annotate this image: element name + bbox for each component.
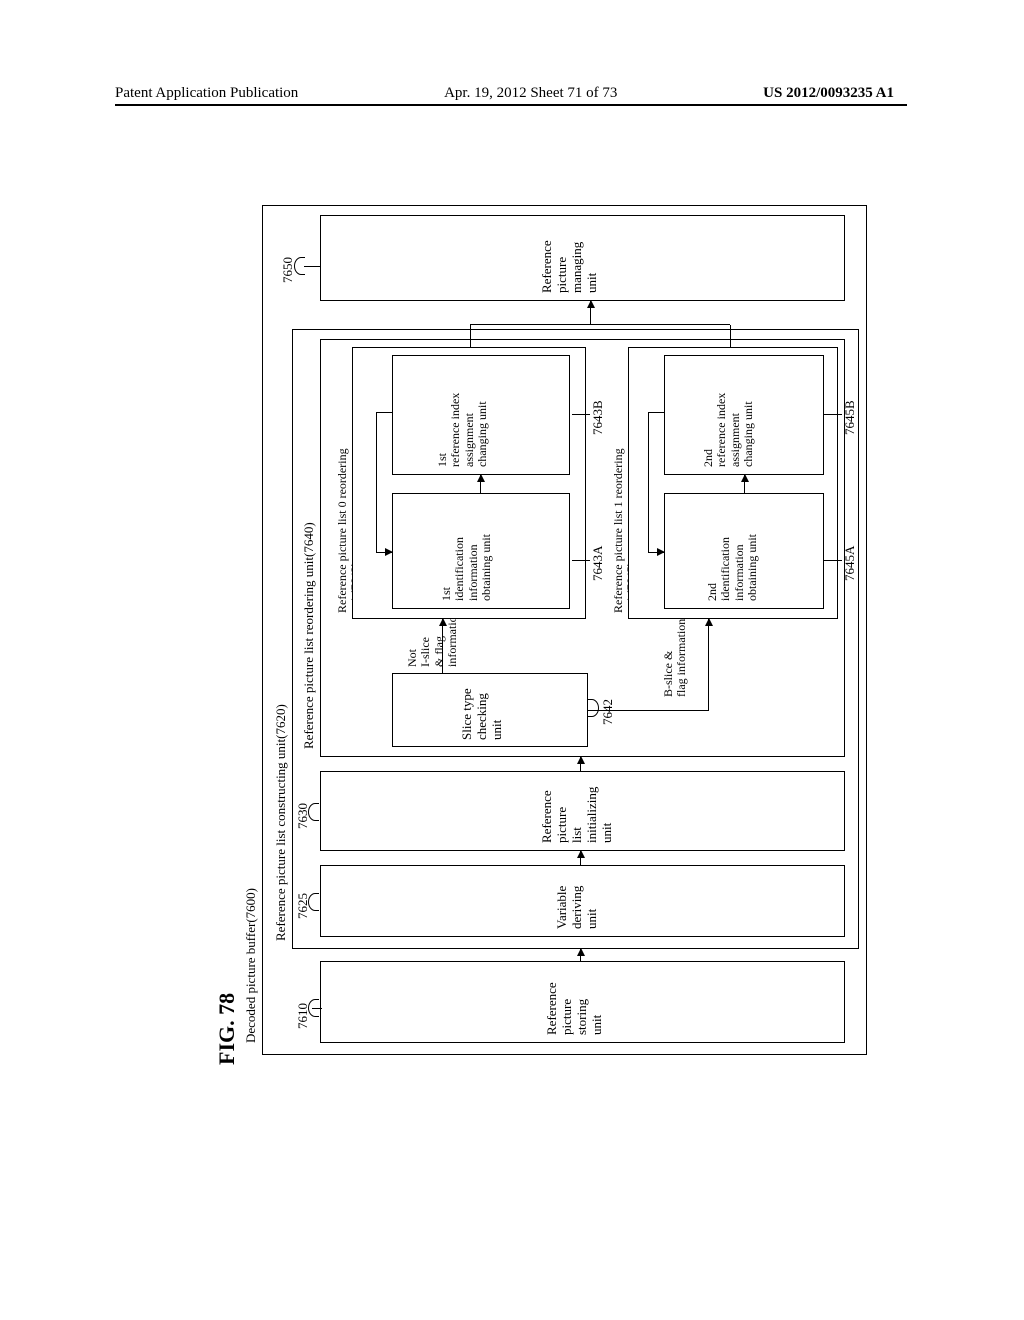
header-rule <box>115 104 907 106</box>
lead-7645B <box>824 414 842 415</box>
cond-bot: B-slice & flag information <box>662 619 689 697</box>
header-right: US 2012/0093235 A1 <box>763 85 894 102</box>
out-list0-v <box>470 324 590 325</box>
out-list0-h <box>470 325 471 347</box>
header-center: Apr. 19, 2012 Sheet 71 of 73 <box>444 85 617 102</box>
loop1-right <box>376 412 392 413</box>
lead-7643B <box>572 414 590 415</box>
assign1-label: 1st reference index assignment changing … <box>436 393 490 467</box>
outer-title: Decoded picture buffer(7600) <box>244 888 259 1043</box>
slice-to-list1 <box>708 619 709 711</box>
id1-label: 1st identification information obtaining… <box>440 534 494 601</box>
ref-7645B: 7645B <box>842 400 858 435</box>
constructing-title: Reference picture list constructing unit… <box>274 704 289 941</box>
figure-label: FIG. 78 <box>214 993 240 1065</box>
ref-7643A: 7643A <box>590 546 606 581</box>
arrow-id1-assign1 <box>480 475 481 493</box>
lead-7630-arc <box>308 803 319 821</box>
init-unit-label: Reference picture list initializing unit <box>540 787 615 843</box>
header-left: Patent Application Publication <box>115 85 298 102</box>
storing-unit-label: Reference picture storing unit <box>545 982 605 1035</box>
loop1-top <box>376 413 377 553</box>
out-merge <box>590 301 591 325</box>
lead-7643A <box>572 560 590 561</box>
loop2-left <box>648 552 664 553</box>
lead-7645A <box>824 560 842 561</box>
page-header: Patent Application Publication Apr. 19, … <box>0 85 1024 102</box>
lead-7625-arc <box>308 893 319 911</box>
arrow-var-to-init <box>580 851 581 865</box>
ref-7645A: 7645A <box>842 546 858 581</box>
lead-7610-arc <box>308 999 319 1017</box>
arrow-id2-assign2 <box>744 475 745 493</box>
ref-7650: 7650 <box>280 257 296 283</box>
arrow-slice-to-list0 <box>442 619 443 673</box>
arrow-storing-to-constructing <box>580 949 581 961</box>
slice-down <box>588 710 708 711</box>
arrow-init-to-reorder <box>580 757 581 771</box>
figure-78: FIG. 78 Decoded picture buffer(7600) Ref… <box>220 400 1024 1065</box>
out-list1-h <box>730 325 731 347</box>
variable-unit-label: Variable deriving unit <box>555 886 600 929</box>
out-list1-v <box>590 324 730 325</box>
lead-7650-v <box>304 266 320 267</box>
ref-7643B: 7643B <box>590 400 606 435</box>
id2-label: 2nd identification information obtaining… <box>706 534 760 601</box>
ref-7642: 7642 <box>600 699 616 725</box>
managing-unit-label: Reference picture managing unit <box>540 240 600 293</box>
loop2-top <box>648 413 649 553</box>
loop1-left <box>376 552 392 553</box>
assign2-label: 2nd reference index assignment changing … <box>702 393 756 467</box>
reordering-title: Reference picture list reordering unit(7… <box>302 522 317 749</box>
slice-check-label: Slice type checking unit <box>460 688 505 740</box>
loop2-right <box>648 412 664 413</box>
